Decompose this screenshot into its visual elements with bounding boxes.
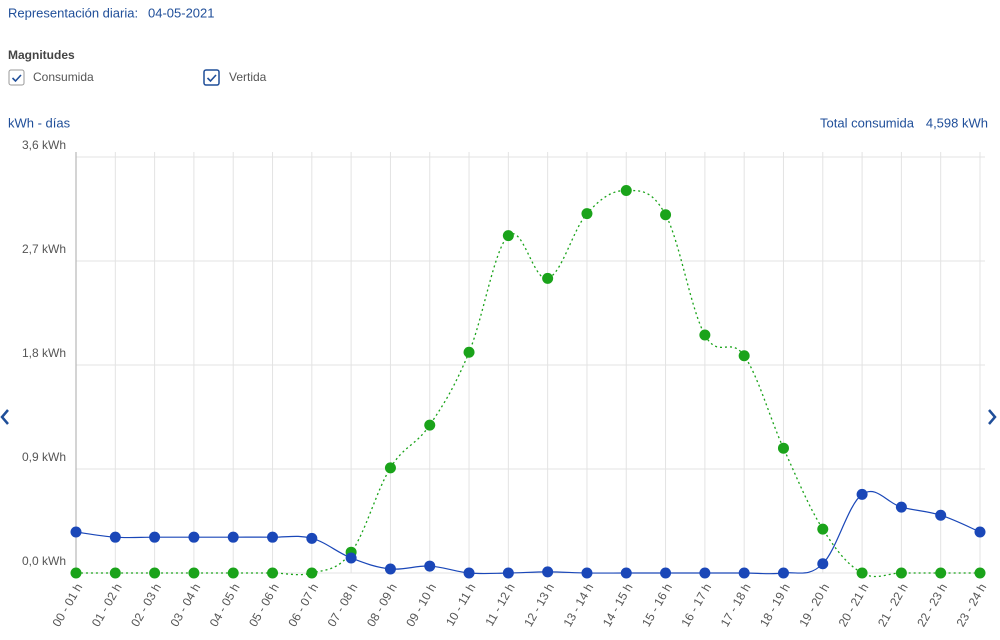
point [581,208,593,220]
x-tick-label: 08 - 09 h [364,581,400,629]
point [699,329,711,341]
point [306,567,318,579]
x-tick-label: 03 - 04 h [167,581,203,629]
x-tick-label: 17 - 18 h [718,581,754,629]
plot: 0,0 kWh 0,9 kWh 1,8 kWh 2,7 kWh 3,6 kWh 00 - … [22,138,989,629]
point [502,567,514,579]
x-tick-label: 18 - 19 h [757,581,793,629]
y-tick-label: 1,8 kWh [22,346,66,360]
point [699,567,711,579]
point [935,567,947,579]
total-label: Total consumida [820,115,915,130]
x-tick-label: 10 - 11 h [443,581,478,628]
checkbox-vertida[interactable]: Vertida [203,69,267,86]
unit-label: kWh - días [8,115,71,130]
point [70,567,82,579]
point [974,567,986,579]
checkbox-consumida[interactable]: Consumida [8,69,94,86]
point [817,523,829,535]
point [660,567,672,579]
check-icon [206,74,217,83]
point [620,567,632,579]
point [227,567,239,579]
x-tick-label: 12 - 13 h [521,581,557,629]
point [267,567,279,579]
x-tick-label: 05 - 06 h [246,581,282,629]
date: 04-05-2021 [148,5,215,20]
check-icon [11,74,22,83]
checkbox-box[interactable] [203,69,220,86]
y-tick-label: 3,6 kWh [22,138,66,152]
point [306,532,318,544]
point [188,567,200,579]
point [227,531,239,543]
checkbox-box[interactable] [8,69,25,86]
point [581,567,593,579]
point [188,531,200,543]
point [109,567,121,579]
point [856,567,868,579]
y-tick-label: 2,7 kWh [22,242,66,256]
point [267,531,279,543]
point [738,350,750,362]
total-value: 4,598 kWh [926,115,988,130]
point [149,531,161,543]
point [463,567,475,579]
point [935,509,947,521]
point [974,526,986,538]
next-arrow[interactable] [988,409,997,425]
point [384,462,396,474]
point [542,272,554,284]
x-tick-label: 13 - 14 h [560,581,596,629]
point [856,488,868,500]
x-tick-label: 02 - 03 h [128,581,164,629]
point [109,531,121,543]
x-tick-label: 22 - 23 h [914,581,950,629]
title: Representación diaria: [8,5,138,20]
x-tick-label: 15 - 16 h [639,581,675,629]
y-tick-label: 0,9 kWh [22,450,66,464]
x-tick-label: 04 - 05 h [207,581,243,629]
point [424,419,436,431]
series-line [75,490,981,575]
point [895,567,907,579]
x-tick-label: 14 - 15 h [600,581,636,629]
point [777,567,789,579]
point [817,558,829,570]
x-tick-label: 00 - 01 h [50,581,86,629]
point [345,552,357,564]
legend-label: Consumida [33,70,94,84]
x-tick-label: 07 - 08 h [325,581,361,629]
y-tick-label: 0,0 kWh [22,554,66,568]
x-tick-label: 11 - 12 h [482,581,517,628]
point [502,230,514,242]
legend-title: Magnitudes [8,48,75,62]
x-tick-label: 20 - 21 h [836,581,872,629]
x-tick-label: 01 - 02 h [89,581,125,629]
series-line [75,189,980,578]
x-tick-label: 16 - 17 h [678,581,714,629]
point [660,209,672,221]
x-tick-label: 09 - 10 h [403,581,439,629]
x-tick-label: 21 - 22 h [875,581,911,629]
point [895,501,907,513]
point [70,526,82,538]
point [463,346,475,358]
prev-arrow[interactable] [0,409,9,425]
x-tick-label: 23 - 24 h [954,581,990,629]
x-tick-label: 19 - 20 h [796,581,832,629]
point [424,560,436,572]
point [777,442,789,454]
point [620,185,632,197]
point [384,563,396,575]
point [149,567,161,579]
point [738,567,750,579]
point [542,566,554,578]
legend-label: Vertida [229,70,267,84]
x-tick-label: 06 - 07 h [285,581,321,629]
